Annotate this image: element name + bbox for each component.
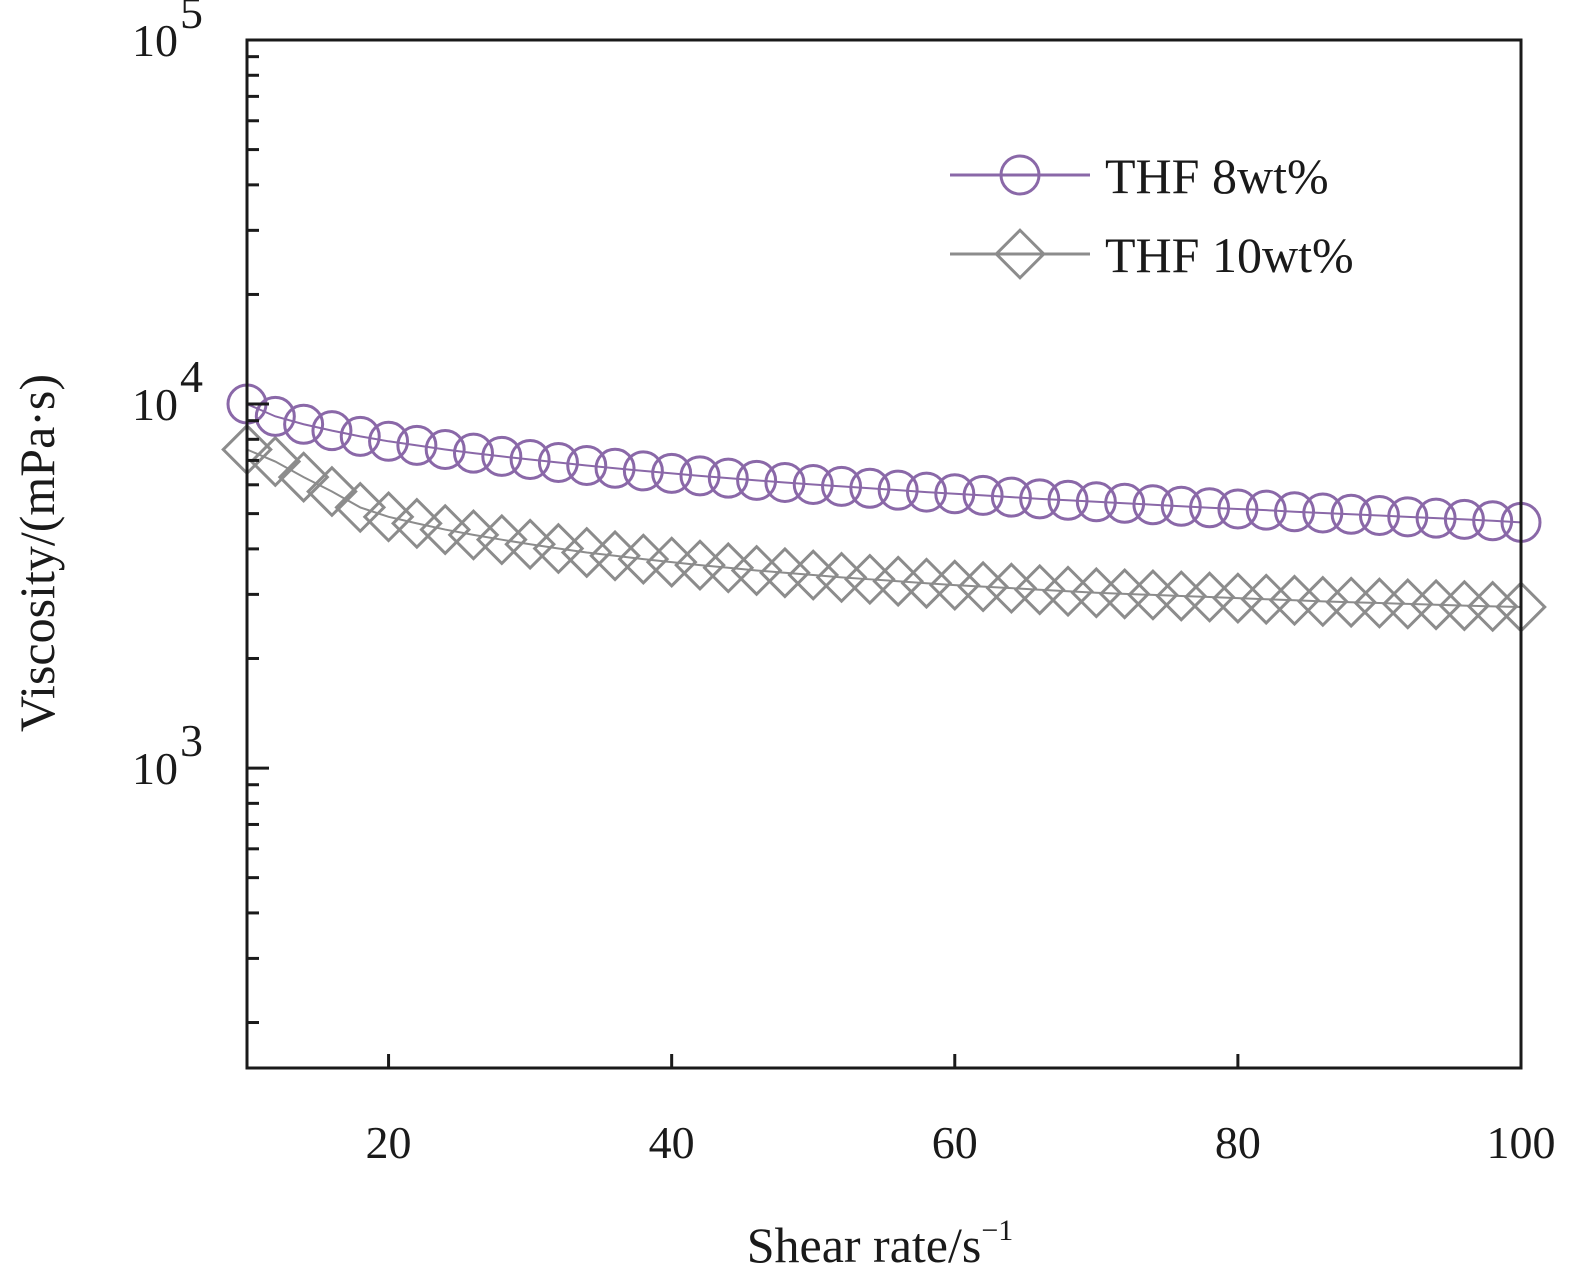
series-1-point bbox=[1415, 497, 1457, 539]
y-tick-label-4: 10 bbox=[132, 379, 178, 430]
legend-label-2: THF 10wt% bbox=[1105, 227, 1354, 283]
series-2-point bbox=[1070, 566, 1123, 619]
series-1-point bbox=[651, 452, 693, 494]
legend-marker-1 bbox=[999, 154, 1041, 196]
series-2-point bbox=[306, 465, 358, 518]
series-1-point bbox=[821, 465, 863, 507]
series-2-point bbox=[390, 497, 443, 550]
series-1-point bbox=[1132, 484, 1174, 526]
series-2-point bbox=[1127, 569, 1179, 621]
series-1-point bbox=[905, 471, 947, 513]
series-2-point bbox=[1466, 580, 1519, 633]
series-1-point bbox=[1217, 488, 1259, 530]
x-tick-label-20: 20 bbox=[366, 1117, 412, 1168]
series-1-point bbox=[452, 432, 494, 474]
series-1-point bbox=[1047, 479, 1089, 521]
x-axis-title: Shear rate/s−1 bbox=[747, 1214, 1014, 1273]
series-1-point bbox=[1189, 487, 1231, 529]
series-1-point bbox=[764, 461, 806, 503]
series-2-point bbox=[1240, 573, 1293, 626]
series-1-point bbox=[481, 435, 523, 477]
x-tick-label-100: 100 bbox=[1487, 1117, 1556, 1168]
series-1-point bbox=[509, 439, 551, 481]
series-1-point bbox=[254, 395, 296, 437]
legend-label-1: THF 8wt% bbox=[1105, 148, 1329, 204]
series-1-point bbox=[1472, 500, 1514, 542]
series-1-point bbox=[594, 447, 636, 489]
series-1-point bbox=[1274, 491, 1316, 533]
series-1-point bbox=[1387, 496, 1429, 538]
series-1-point bbox=[1330, 493, 1372, 535]
series-1-point bbox=[339, 415, 381, 457]
series-1-point bbox=[537, 441, 579, 483]
series-2-point bbox=[1410, 578, 1462, 631]
x-tick-label-80: 80 bbox=[1215, 1117, 1261, 1168]
series-1-point bbox=[877, 469, 919, 511]
series-1-point bbox=[679, 455, 721, 497]
series-1-point bbox=[1104, 482, 1146, 524]
legend-marker-2 bbox=[994, 228, 1046, 280]
y-tick-label-exp-3: 3 bbox=[180, 715, 203, 766]
series-1-point bbox=[962, 474, 1004, 516]
y-tick-label-3: 10 bbox=[132, 743, 178, 794]
series-1-point bbox=[1075, 481, 1117, 523]
series-2-point bbox=[1155, 570, 1208, 622]
series-2-line bbox=[246, 448, 1522, 608]
series-1-point bbox=[566, 444, 608, 486]
y-tick-label-exp-5: 5 bbox=[180, 0, 203, 38]
plot-frame bbox=[245, 38, 1523, 1070]
legend-entry-2: THF 10wt% bbox=[950, 227, 1354, 283]
series-1-point bbox=[934, 473, 976, 515]
series-1-point bbox=[792, 464, 834, 506]
series-1-line bbox=[246, 403, 1522, 524]
x-tick-label-40: 40 bbox=[649, 1117, 695, 1168]
x-tick-label-60: 60 bbox=[932, 1117, 978, 1168]
series-1-point bbox=[1019, 478, 1061, 520]
series-2-point bbox=[249, 435, 302, 488]
legend: THF 8wt% THF 10wt% bbox=[950, 148, 1354, 283]
series-1-point bbox=[707, 457, 749, 499]
series-2-point bbox=[1438, 579, 1491, 632]
series-2-point bbox=[1268, 574, 1321, 627]
series-1-point bbox=[311, 410, 353, 452]
data-layer bbox=[221, 383, 1547, 633]
series-1-point bbox=[424, 429, 466, 471]
series-1-point bbox=[622, 450, 664, 492]
series-1-point bbox=[1302, 492, 1344, 534]
axes-layer bbox=[245, 38, 1523, 1070]
series-1 bbox=[226, 383, 1542, 543]
series-2-point bbox=[1353, 577, 1406, 629]
series-2-point bbox=[1183, 571, 1236, 623]
series-1-point bbox=[1443, 498, 1485, 540]
legend-entry-1: THF 8wt% bbox=[950, 148, 1329, 204]
y-axis-title: Viscosity/(mPa·s) bbox=[9, 374, 65, 732]
series-1-point bbox=[990, 476, 1032, 518]
series-2-point bbox=[1381, 578, 1434, 630]
series-2-point bbox=[1325, 576, 1378, 629]
x-axis-title-superscript: −1 bbox=[981, 1214, 1013, 1247]
series-2-point bbox=[362, 490, 415, 543]
series-1-point bbox=[368, 420, 410, 462]
series-1-point bbox=[736, 459, 778, 501]
series-1-point bbox=[396, 424, 438, 466]
series-1-point bbox=[283, 403, 325, 445]
y-tick-label-exp-4: 4 bbox=[180, 351, 203, 402]
series-1-point bbox=[1358, 495, 1400, 537]
y-tick-label-5: 10 bbox=[132, 15, 178, 66]
series-2 bbox=[221, 423, 1547, 633]
series-1-point bbox=[1160, 485, 1202, 527]
series-1-point bbox=[1245, 489, 1287, 531]
series-2-point bbox=[1296, 575, 1349, 628]
series-1-point bbox=[849, 467, 891, 509]
series-2-point bbox=[1098, 567, 1151, 620]
series-2-point bbox=[1212, 572, 1264, 624]
series-2-point bbox=[277, 451, 330, 503]
series-2-point bbox=[334, 481, 387, 534]
